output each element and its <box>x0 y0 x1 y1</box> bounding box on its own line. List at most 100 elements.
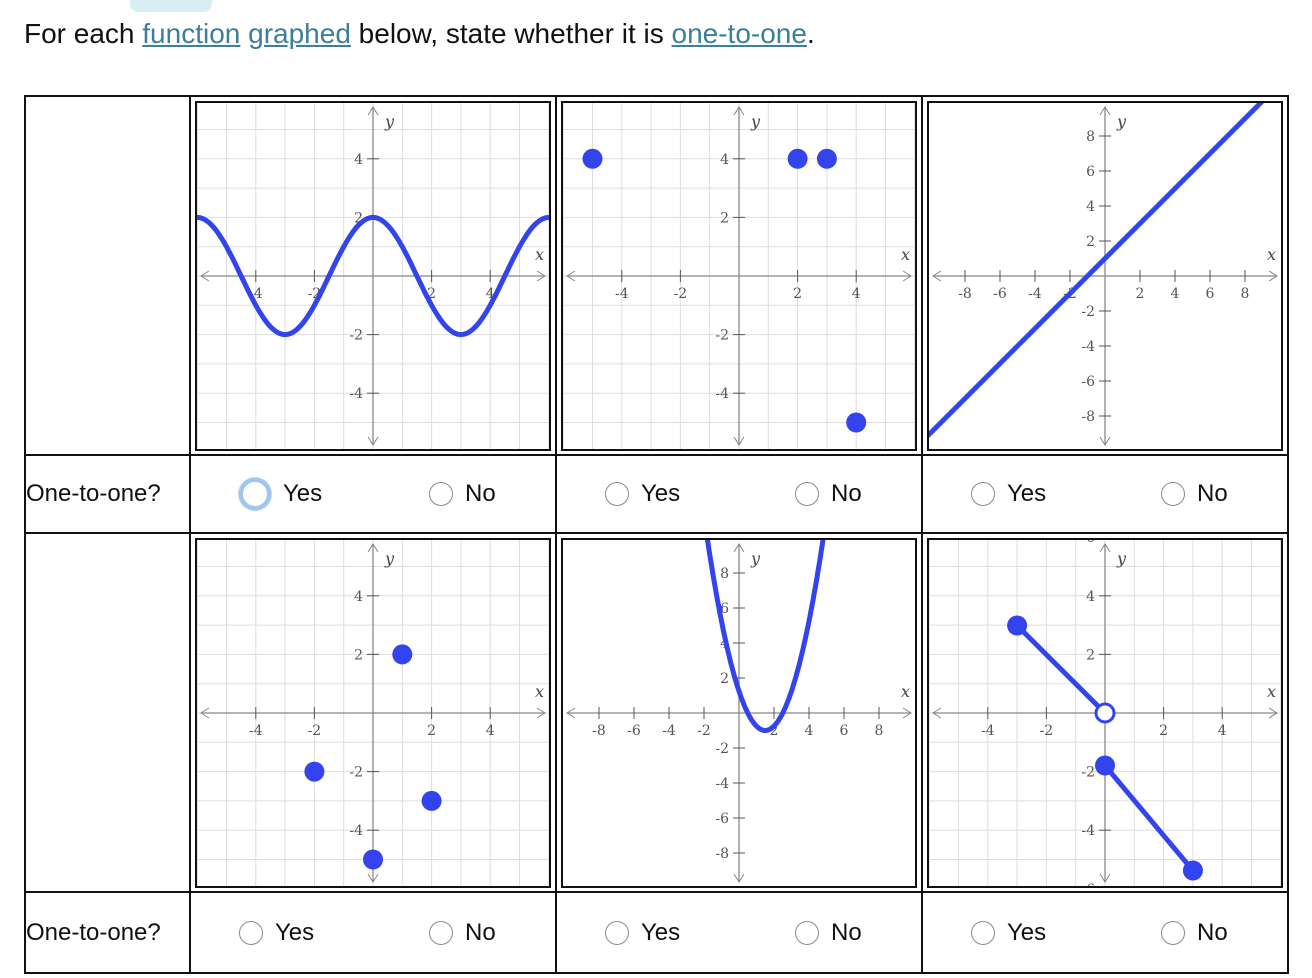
y-tick-label: -2 <box>1081 764 1095 780</box>
no-option-5[interactable]: No <box>795 919 862 947</box>
x-axis-arrow <box>536 270 546 281</box>
y-tick-label: 4 <box>720 151 729 167</box>
y-tick-label: 4 <box>354 151 363 167</box>
radio-no-6[interactable] <box>1161 920 1185 945</box>
no-option-4[interactable]: No <box>429 919 496 947</box>
no-label: No <box>465 918 496 946</box>
y-tick-label: 6 <box>1086 164 1095 180</box>
link-one-to-one[interactable]: one-to-one <box>671 18 807 49</box>
y-tick-label: 8 <box>720 566 729 582</box>
x-axis-name: x <box>535 245 544 264</box>
x-axis-name: x <box>1267 245 1276 264</box>
no-option-3[interactable]: No <box>1161 480 1228 508</box>
question-label: One-to-one? <box>24 891 191 974</box>
x-tick-label: 2 <box>427 286 436 302</box>
no-option-6[interactable]: No <box>1161 919 1228 947</box>
graph-cell-3: -8 -6 -4 -2 2 4 6 8 8 6 4 2 -2 -4 -6 -8 x y <box>921 95 1289 456</box>
x-tick-label: -2 <box>697 723 711 739</box>
x-axis-arrow-left <box>200 270 210 281</box>
answer-cell-1: Yes No <box>189 454 557 534</box>
graph-1-sine-wave: -4 -2 2 442-2-4xy <box>197 102 549 449</box>
radio-yes-1[interactable] <box>239 478 271 510</box>
question-prompt: For each function graphed below, state w… <box>24 16 815 52</box>
graph-6-piecewise: -4-2248642-2-4-6-8xy <box>929 539 1281 886</box>
y-tick-label: -8 <box>715 846 729 862</box>
y-tick-label: 2 <box>354 647 363 663</box>
data-point <box>787 148 808 169</box>
y-axis-arrow-bottom <box>367 873 379 883</box>
radio-no-5[interactable] <box>795 920 819 945</box>
y-tick-label: -4 <box>715 776 729 792</box>
y-tick-label: 4 <box>1086 588 1095 604</box>
segment-left <box>1014 622 1108 715</box>
segment-right <box>1102 762 1196 873</box>
answer-row-1: One-to-one? Yes No Yes No Yes No <box>24 454 1289 534</box>
yes-option-4[interactable]: Yes <box>239 919 314 947</box>
top-tab-decoration <box>130 0 212 12</box>
y-axis-arrow-bottom <box>367 436 379 446</box>
closed-endpoint <box>1007 615 1028 635</box>
y-axis-arrow <box>367 542 379 552</box>
yes-option-2[interactable]: Yes <box>605 480 680 508</box>
no-option-2[interactable]: No <box>795 480 862 508</box>
x-tick-label: 4 <box>486 286 495 302</box>
answer-cell-4: Yes No <box>189 891 557 974</box>
yes-option-3[interactable]: Yes <box>971 480 1046 508</box>
prompt-text: For each <box>24 18 143 49</box>
y-tick-label: -4 <box>349 386 363 402</box>
y-axis-name: y <box>750 112 761 131</box>
yes-option-5[interactable]: Yes <box>605 919 680 947</box>
yes-option-6[interactable]: Yes <box>971 919 1046 947</box>
radio-no-2[interactable] <box>795 482 819 506</box>
radio-yes-6[interactable] <box>971 920 995 945</box>
x-tick-label: 2 <box>1136 286 1145 302</box>
y-axis-arrow <box>367 105 379 115</box>
y-tick-label: 6 <box>1086 540 1095 546</box>
answer-cell-2: Yes No <box>555 454 923 534</box>
x-tick-label: 4 <box>486 723 495 739</box>
radio-yes-5[interactable] <box>605 920 629 945</box>
y-tick-label: 2 <box>354 210 363 226</box>
radio-yes-3[interactable] <box>971 482 995 506</box>
y-tick-label: 4 <box>354 588 363 604</box>
y-tick-label: 8 <box>1086 129 1095 145</box>
radio-no-4[interactable] <box>429 920 453 945</box>
y-tick-label: -2 <box>349 764 363 780</box>
y-tick-label: -6 <box>1081 881 1095 885</box>
y-tick-label: -2 <box>349 327 363 343</box>
y-tick-label: -4 <box>715 386 729 402</box>
x-tick-label: -6 <box>993 286 1007 302</box>
no-label: No <box>465 480 496 507</box>
x-axis-arrow <box>902 270 912 281</box>
link-graphed[interactable]: graphed <box>248 18 351 49</box>
x-tick-label: -4 <box>615 286 629 302</box>
radio-yes-2[interactable] <box>605 482 629 506</box>
y-axis-arrow <box>733 105 745 115</box>
y-tick-label: -2 <box>715 741 729 757</box>
y-tick-label: 2 <box>1086 647 1095 663</box>
radio-yes-4[interactable] <box>239 920 263 945</box>
no-label: No <box>1197 480 1228 507</box>
answer-cell-3: Yes No <box>921 454 1289 534</box>
x-axis-name: x <box>1267 682 1276 701</box>
x-tick-label: -8 <box>592 723 606 739</box>
y-axis-arrow-bottom <box>733 436 745 446</box>
radio-no-3[interactable] <box>1161 482 1185 506</box>
prompt-period: . <box>806 18 815 49</box>
yes-option-1[interactable]: Yes <box>239 478 322 510</box>
x-tick-label: 4 <box>805 723 814 739</box>
no-option-1[interactable]: No <box>429 480 496 508</box>
no-label: No <box>831 480 862 507</box>
open-endpoint <box>1094 702 1116 723</box>
link-function[interactable]: function <box>142 18 241 49</box>
empty-label-cell <box>24 95 191 456</box>
y-axis-name: y <box>1116 549 1127 568</box>
graph-row-1: -4 -2 2 4 4 2 -2 -4 x y -4 -2 2 4 4 2 -2 -4 x y -8 -6 -4 -2 2 4… <box>24 95 1289 456</box>
radio-no-1[interactable] <box>429 482 453 506</box>
y-axis-arrow-bottom <box>733 873 745 883</box>
x-tick-label: -4 <box>1028 286 1042 302</box>
no-label: No <box>1197 918 1228 946</box>
data-point <box>846 412 867 432</box>
linear-graph <box>929 102 1265 438</box>
